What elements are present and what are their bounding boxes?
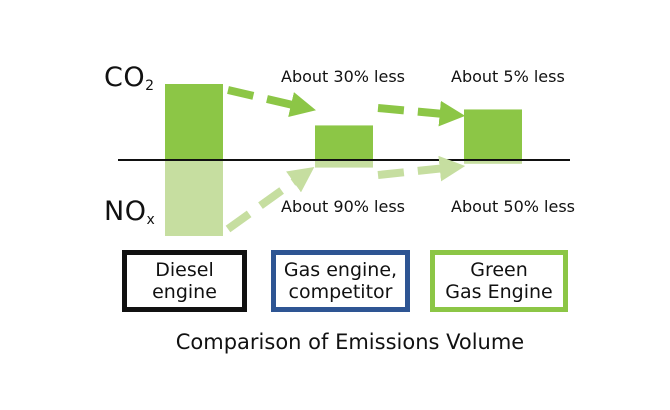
co2-bar-gas-competitor: [315, 125, 373, 160]
nox-reduction-competitor: About 90% less: [281, 197, 405, 216]
co2-reduction-competitor: About 30% less: [281, 67, 405, 86]
nox-bar-diesel: [165, 160, 223, 236]
chart-caption: Comparison of Emissions Volume: [175, 330, 525, 354]
co2-arrow-1: [227, 86, 316, 118]
co2-bar-diesel: [165, 84, 223, 160]
nox-bar-green-gas: [464, 160, 522, 164]
nox-label: NOx: [104, 196, 156, 228]
co2-arrow-2: [377, 100, 466, 127]
legend-gas-engine-competitor: Gas engine, competitor: [271, 250, 410, 312]
co2-reduction-green: About 5% less: [451, 67, 565, 86]
co2-bar-green-gas: [464, 109, 522, 160]
legend-diesel-engine: Diesel engine: [122, 250, 247, 312]
nox-arrow-1: [225, 167, 315, 233]
nox-arrow-2: [377, 155, 466, 182]
nox-bar-gas-competitor: [315, 160, 373, 168]
co2-label: CO2: [104, 62, 155, 94]
legend-green-gas-engine: Green Gas Engine: [430, 250, 568, 312]
nox-reduction-green: About 50% less: [451, 197, 575, 216]
